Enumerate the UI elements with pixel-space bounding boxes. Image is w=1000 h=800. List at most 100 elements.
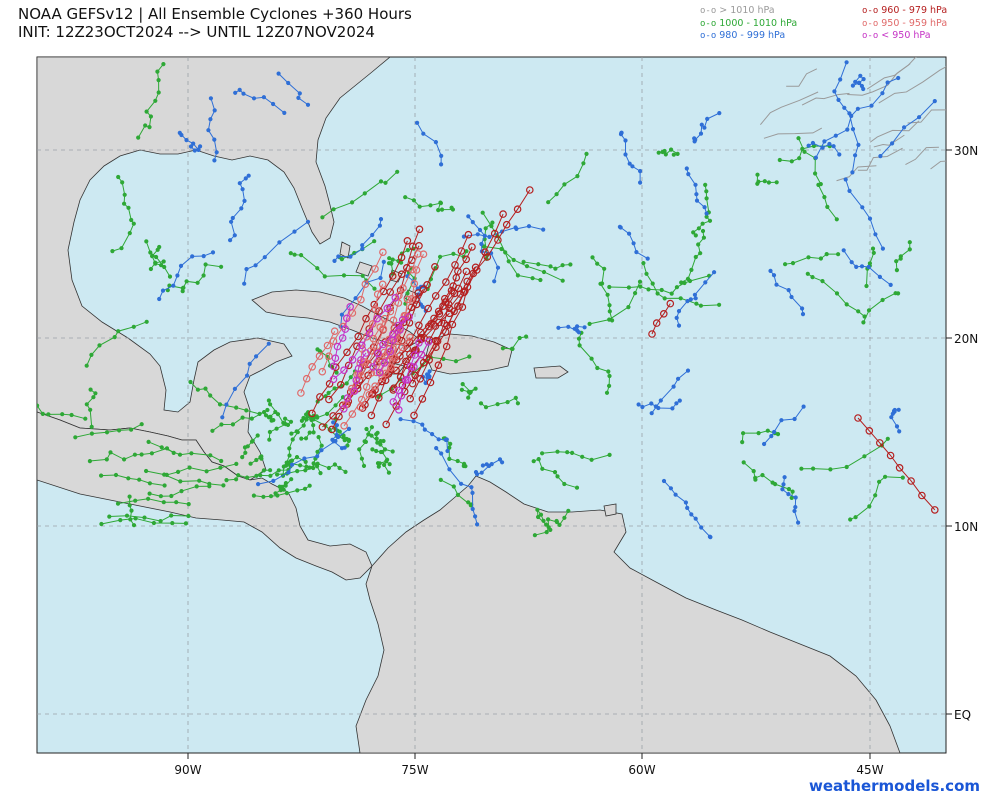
track-point bbox=[129, 508, 134, 513]
track-point bbox=[284, 460, 289, 465]
track-point bbox=[353, 296, 358, 301]
cyclone-track bbox=[339, 349, 370, 413]
track-point bbox=[477, 227, 483, 233]
track-line bbox=[651, 303, 671, 335]
cyclone-track bbox=[532, 508, 571, 538]
track-point bbox=[790, 489, 795, 494]
track-point bbox=[195, 280, 200, 285]
track-point bbox=[148, 250, 153, 255]
track-point bbox=[139, 422, 144, 427]
track-point bbox=[475, 522, 480, 527]
track-point bbox=[698, 131, 704, 136]
track-point bbox=[154, 254, 159, 260]
cyclone-track bbox=[233, 87, 287, 115]
cyclone-track bbox=[87, 446, 176, 464]
track-point bbox=[661, 478, 667, 484]
cyclone-track bbox=[648, 299, 675, 338]
track-point bbox=[645, 256, 650, 261]
track-point bbox=[329, 362, 338, 371]
track-point bbox=[142, 515, 147, 520]
track-point bbox=[243, 176, 248, 181]
track-point bbox=[131, 324, 136, 329]
track-point bbox=[850, 83, 856, 88]
track-point bbox=[536, 262, 541, 267]
track-point bbox=[385, 335, 393, 344]
track-point bbox=[626, 285, 632, 290]
cyclone-track bbox=[256, 426, 352, 487]
track-point bbox=[89, 424, 94, 430]
track-point bbox=[445, 448, 450, 454]
track-point bbox=[386, 470, 392, 475]
track-point bbox=[240, 455, 245, 460]
track-point bbox=[560, 263, 565, 268]
track-point bbox=[834, 217, 839, 222]
track-point bbox=[425, 336, 434, 344]
track-point bbox=[277, 240, 282, 245]
cyclone-track bbox=[848, 474, 905, 522]
track-line bbox=[321, 251, 384, 372]
cyclone-track bbox=[801, 92, 850, 106]
track-line bbox=[112, 176, 135, 252]
pressure-legend-right: o-o 960 - 979 hPa o-o 950 - 959 hPa o-o < 9… bbox=[862, 5, 947, 43]
track-point bbox=[707, 218, 713, 223]
track-point bbox=[702, 125, 707, 130]
track-point bbox=[348, 254, 353, 259]
track-point bbox=[553, 266, 558, 271]
track-point bbox=[261, 95, 267, 100]
track-point bbox=[325, 352, 333, 361]
track-point bbox=[286, 470, 291, 475]
track-point bbox=[342, 314, 351, 323]
track-point bbox=[329, 337, 338, 345]
track-point bbox=[417, 204, 422, 209]
track-point bbox=[315, 464, 320, 469]
track-point bbox=[769, 434, 774, 439]
track-point bbox=[637, 180, 643, 185]
track-point bbox=[339, 312, 345, 317]
track-point bbox=[242, 445, 248, 450]
track-point bbox=[408, 265, 416, 274]
track-point bbox=[181, 285, 186, 290]
cyclone-track bbox=[240, 433, 260, 460]
track-point bbox=[419, 250, 428, 259]
track-point bbox=[490, 220, 495, 225]
cyclone-track bbox=[857, 147, 903, 171]
track-point bbox=[357, 341, 366, 350]
track-line bbox=[379, 253, 424, 374]
track-point bbox=[89, 352, 94, 358]
track-point bbox=[110, 249, 115, 254]
cyclone-track bbox=[177, 130, 203, 153]
track-point bbox=[352, 376, 361, 385]
pressure-legend-left: o-o > 1010 hPa o-o 1000 - 1010 hPa o-o 980 … bbox=[700, 5, 797, 43]
track-point bbox=[598, 281, 603, 286]
track-point bbox=[470, 490, 475, 496]
track-point bbox=[297, 389, 305, 397]
track-point bbox=[466, 395, 471, 400]
track-point bbox=[693, 254, 698, 260]
ensemble-tracks bbox=[37, 57, 946, 540]
cyclone-track bbox=[299, 414, 319, 441]
track-point bbox=[276, 468, 281, 473]
track-point bbox=[343, 469, 348, 475]
track-point bbox=[374, 448, 379, 454]
track-point bbox=[394, 405, 403, 414]
track-point bbox=[422, 427, 427, 432]
cyclone-track bbox=[684, 166, 709, 216]
track-point bbox=[590, 255, 595, 260]
track-point bbox=[675, 151, 680, 156]
track-point bbox=[184, 279, 189, 284]
track-point bbox=[717, 110, 722, 116]
track-line bbox=[857, 147, 903, 171]
track-point bbox=[411, 419, 416, 424]
cyclone-track bbox=[843, 177, 886, 251]
track-point bbox=[234, 405, 239, 410]
track-point bbox=[684, 166, 689, 171]
track-point bbox=[606, 369, 611, 374]
track-point bbox=[810, 466, 816, 471]
track-point bbox=[336, 434, 341, 440]
track-point bbox=[467, 354, 472, 359]
track-point bbox=[319, 448, 324, 453]
cyclone-track bbox=[370, 447, 392, 475]
track-point bbox=[329, 375, 338, 384]
track-point bbox=[577, 343, 582, 348]
track-point bbox=[755, 172, 760, 177]
